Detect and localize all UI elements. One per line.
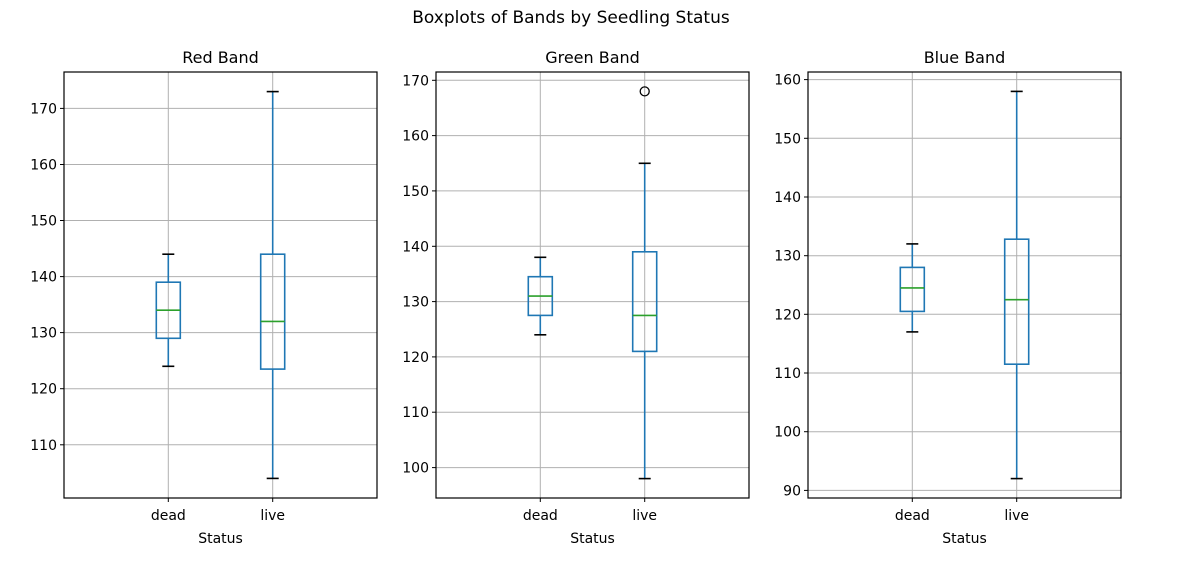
y-tick-label: 110 [30,438,57,454]
y-tick-label: 120 [30,382,57,398]
y-tick-label: 110 [402,405,429,421]
panel-title: Blue Band [924,48,1006,67]
panel-title: Red Band [182,48,259,67]
x-tick-label: dead [151,508,186,524]
y-tick-label: 160 [30,158,57,174]
x-axis-label: Status [942,531,987,547]
y-tick-label: 150 [30,214,57,230]
x-tick-label: live [260,508,285,524]
y-tick-label: 170 [30,101,57,117]
x-axis-label: Status [198,531,243,547]
panel-title: Green Band [545,48,640,67]
y-tick-label: 130 [402,295,429,311]
y-tick-label: 170 [402,73,429,89]
y-tick-label: 150 [774,131,801,147]
y-tick-label: 120 [402,350,429,366]
y-tick-label: 140 [774,190,801,206]
y-tick-label: 90 [783,483,801,499]
box [899,266,926,313]
box [259,253,286,370]
axes-frame [63,71,378,499]
y-tick-label: 160 [774,73,801,89]
y-tick-label: 140 [30,270,57,286]
y-tick-label: 160 [402,129,429,145]
figure-title: Boxplots of Bands by Seedling Status [412,8,730,28]
box [631,251,658,353]
y-tick-label: 130 [30,326,57,342]
y-tick-label: 140 [402,239,429,255]
y-tick-label: 120 [774,307,801,323]
x-axis-label: Status [570,531,615,547]
outlier-point [639,86,650,97]
x-tick-label: dead [895,508,930,524]
box [1003,238,1030,365]
y-tick-label: 110 [774,366,801,382]
y-tick-label: 130 [774,249,801,265]
x-tick-label: dead [523,508,558,524]
y-tick-label: 150 [402,184,429,200]
axes-frame [807,71,1122,499]
y-tick-label: 100 [402,461,429,477]
x-tick-label: live [632,508,657,524]
x-tick-label: live [1004,508,1029,524]
y-tick-label: 100 [774,425,801,441]
axes-frame [435,71,750,499]
